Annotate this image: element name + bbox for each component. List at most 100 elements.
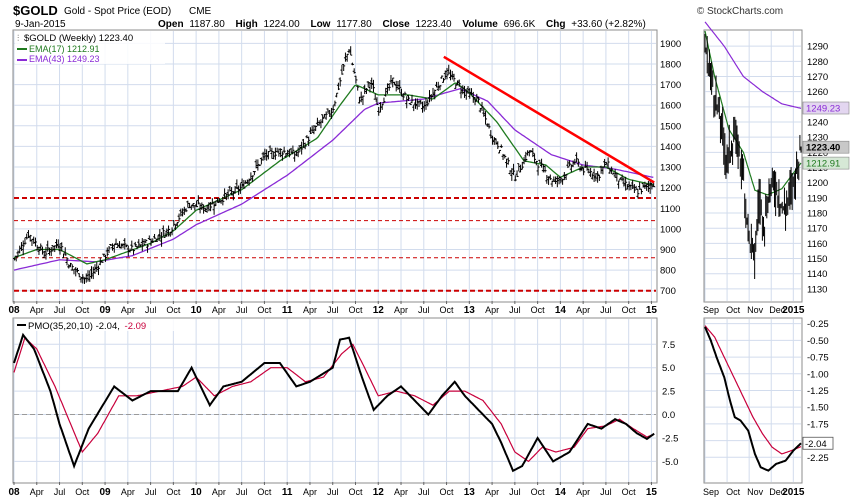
pmo-x-tick-label: Oct xyxy=(348,487,363,497)
inset-x-tick-label: Oct xyxy=(726,305,741,315)
inset-y-tick-label: 1170 xyxy=(807,224,827,235)
price-x-tick-label: Oct xyxy=(440,305,455,315)
pmo-x-tick-label: 12 xyxy=(373,487,385,498)
price-y-tick-label: 1000 xyxy=(660,224,681,235)
volume-value: 696.6K xyxy=(504,19,536,30)
inset-pmo-x-tick-label: Dec xyxy=(769,487,786,497)
inset-pmo-y-tick-label: -1.25 xyxy=(807,386,829,397)
price-y-tick-label: 1900 xyxy=(660,39,681,50)
pmo-y-tick-label: 7.5 xyxy=(662,340,675,351)
price-y-tick-label: 1400 xyxy=(660,142,681,153)
inset-y-tick-label: 1280 xyxy=(807,57,828,68)
ema43-layer xyxy=(13,88,654,271)
price-x-tick-label: Apr xyxy=(303,305,317,315)
price-y-tick-label: 1300 xyxy=(660,163,681,174)
volume-label: Volume xyxy=(462,19,498,30)
price-x-tick-label: Jul xyxy=(236,305,248,315)
price-x-tick-label: Jul xyxy=(145,305,157,315)
pmo-x-tick-label: Jul xyxy=(236,487,248,497)
pmo-x-tick-label: Oct xyxy=(622,487,637,497)
pmo-x-tick-label: Jul xyxy=(145,487,157,497)
price-x-tick-label: Apr xyxy=(30,305,44,315)
value-tag-pmo xyxy=(802,436,834,450)
pmo-x-tick-label: Apr xyxy=(394,487,408,497)
price-y-tick-label: 1700 xyxy=(660,80,681,91)
inset-x-tick-label: Dec xyxy=(769,305,786,315)
pmo-x-tick-label: Oct xyxy=(257,487,272,497)
legend-background xyxy=(15,31,165,64)
pmo-y-tick-label: 0.0 xyxy=(662,410,675,421)
pmo-y-tick-label: -2.5 xyxy=(662,433,678,444)
chg-value: +33.60 (+2.82%) xyxy=(571,19,646,30)
value-tag-ema17 xyxy=(802,156,850,170)
price-x-tick-label: Oct xyxy=(531,305,546,315)
pmo-x-tick-label: Apr xyxy=(303,487,317,497)
value-tag-ema43 xyxy=(802,101,850,115)
trendline-layer xyxy=(443,55,655,184)
pmo-x-tick-label: 10 xyxy=(191,487,203,498)
pmo-x-tick-label: Oct xyxy=(531,487,546,497)
price-x-tick-label: Apr xyxy=(485,305,499,315)
inset-y-tick-label: 1140 xyxy=(807,269,827,280)
pmo-line xyxy=(13,332,655,473)
inset-y-tick-label: 1260 xyxy=(807,87,828,98)
inset-pmo-x-tick-label: Sep xyxy=(703,487,719,497)
price-bars xyxy=(12,46,656,284)
inset-y-tick-label: 1200 xyxy=(807,178,828,189)
price-x-tick-label: Oct xyxy=(257,305,272,315)
inset-pmo-y-tick-label: -0.75 xyxy=(807,353,829,364)
inset-pmo-y-tick-label: -0.50 xyxy=(807,336,829,347)
value-tag-label: 1212.91 xyxy=(806,159,840,170)
pmo-y-tick-label: 2.5 xyxy=(662,387,675,398)
price-y-tick-label: 1600 xyxy=(660,101,681,112)
price-x-tick-label: Oct xyxy=(348,305,363,315)
pmo-x-tick-label: Jul xyxy=(327,487,339,497)
pmo-layer xyxy=(13,332,656,473)
pmo-x-tick-label: 13 xyxy=(464,487,476,498)
price-x-tick-label: 09 xyxy=(100,305,112,316)
inset-pmo-y-tick-label: -1.50 xyxy=(807,403,829,414)
price-x-tick-label: 12 xyxy=(373,305,385,316)
pmo-x-tick-label: 11 xyxy=(282,487,293,498)
inset-x-tick-label: Nov xyxy=(747,305,764,315)
legend-pmo-value: PMO(35,20,10) -2.04, xyxy=(28,321,120,332)
price-y-tick-label: 1500 xyxy=(660,121,681,132)
price-panel xyxy=(12,29,658,303)
price-y-tick-label: 800 xyxy=(660,266,676,277)
pmo-x-tick-label: Jul xyxy=(54,487,66,497)
pmo-x-tick-label: Apr xyxy=(121,487,135,497)
low-value: 1177.80 xyxy=(336,19,372,30)
pmo-x-tick-label: Oct xyxy=(166,487,181,497)
low-label: Low xyxy=(310,19,330,30)
pmo-x-tick-label: Apr xyxy=(576,487,590,497)
inset-pmo-y-tick-label: -2.25 xyxy=(807,453,829,464)
pmo-legend: PMO(35,20,10) -2.04, -2.09 xyxy=(15,319,187,332)
price-x-tick-label: Oct xyxy=(75,305,90,315)
price-x-tick-label: Jul xyxy=(600,305,612,315)
price-y-tick-label: 1800 xyxy=(660,59,681,70)
price-x-tick-label: Jul xyxy=(509,305,521,315)
price-x-tick-label: 11 xyxy=(282,305,293,316)
legend-ema17: EMA(17) 1212.91 xyxy=(29,44,100,54)
pmo-legend-background xyxy=(15,319,187,331)
ema17-layer xyxy=(13,82,654,265)
open-label: Open xyxy=(158,19,184,30)
chart-symbol: $GOLD xyxy=(13,3,58,18)
pmo-x-tick-label: Oct xyxy=(440,487,455,497)
legend-pmo: PMO(35,20,10) -2.04, -2.09 xyxy=(28,321,146,332)
pmo-x-tick-label: 08 xyxy=(8,487,20,498)
close-label: Close xyxy=(382,19,410,30)
price-y-tick-label: 1200 xyxy=(660,183,681,194)
inset-x-tick-label: 2015 xyxy=(782,305,805,316)
price-x-tick-label: Jul xyxy=(54,305,66,315)
inset-y-tick-label: 1160 xyxy=(807,239,827,250)
chart-copyright: © StockCharts.com xyxy=(697,6,783,17)
price-x-tick-label: 08 xyxy=(8,305,20,316)
chg-label: Chg xyxy=(546,19,565,30)
price-y-tick-label: 900 xyxy=(660,245,676,256)
pmo-x-tick-label: Apr xyxy=(212,487,226,497)
chart-exchange: CME xyxy=(189,6,212,17)
price-x-tick-label: Jul xyxy=(418,305,430,315)
open-value: 1187.80 xyxy=(189,19,225,30)
price-x-tick-label: Apr xyxy=(121,305,135,315)
